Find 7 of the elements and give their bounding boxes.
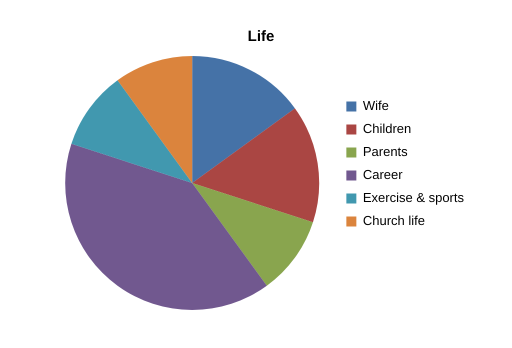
legend-label: Exercise & sports: [362, 190, 464, 206]
legend-label: Parents: [362, 144, 408, 160]
legend-label: Wife: [362, 98, 389, 114]
legend-label: Church life: [362, 213, 425, 228]
chart-title: Life: [248, 28, 274, 46]
legend-label: Children: [362, 121, 412, 136]
legend-label: Career: [362, 167, 404, 182]
